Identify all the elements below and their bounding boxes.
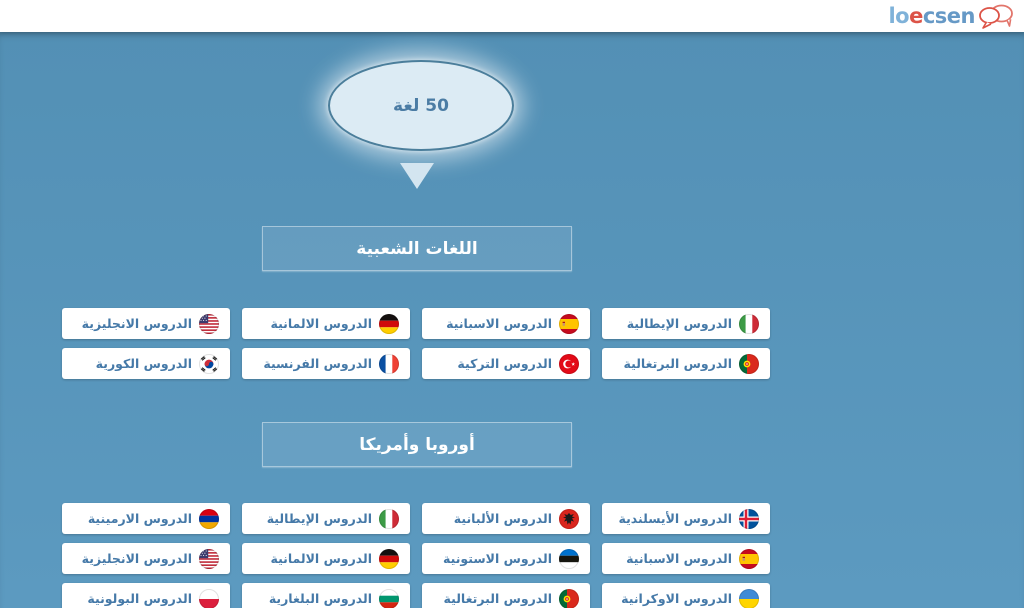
language-button-label: الدروس الاوكرانية bbox=[621, 591, 732, 606]
section-title: أوروبا وأمريكا bbox=[359, 434, 475, 455]
language-button-label: الدروس البرتغالية bbox=[623, 356, 732, 371]
language-button-label: الدروس الارمينية bbox=[87, 511, 192, 526]
flag-germany-icon bbox=[379, 548, 399, 569]
flag-usa-icon bbox=[199, 548, 219, 569]
languages-count-oval: 50 لغة bbox=[328, 60, 514, 151]
language-button-usa[interactable]: الدروس الانجليزية bbox=[62, 308, 230, 339]
language-button-italy[interactable]: الدروس الإيطالية bbox=[242, 503, 410, 534]
language-button-italy[interactable]: الدروس الإيطالية bbox=[602, 308, 770, 339]
logo-text: loecsen bbox=[888, 4, 975, 28]
language-button-label: الدروس التركية bbox=[457, 356, 552, 371]
languages-count-label: 50 لغة bbox=[393, 95, 449, 116]
flag-portugal-icon bbox=[559, 588, 579, 608]
flag-estonia-icon bbox=[559, 548, 579, 569]
flag-albania-icon bbox=[559, 508, 579, 529]
flag-italy-icon bbox=[379, 508, 399, 529]
language-button-spain[interactable]: الدروس الاسبانية bbox=[422, 308, 590, 339]
language-grid-popular: الدروس الإيطالية الدروس الاسبانية الدروس ا… bbox=[62, 308, 770, 379]
logo[interactable]: loecsen bbox=[888, 2, 1014, 30]
language-button-label: الدروس الإيطالية bbox=[626, 316, 732, 331]
language-button-albania[interactable]: الدروس الألبانية bbox=[422, 503, 590, 534]
language-button-armenia[interactable]: الدروس الارمينية bbox=[62, 503, 230, 534]
language-button-spain[interactable]: الدروس الاسبانية bbox=[602, 543, 770, 574]
language-button-bulgaria[interactable]: الدروس البلغارية bbox=[242, 583, 410, 608]
language-button-ukraine[interactable]: الدروس الاوكرانية bbox=[602, 583, 770, 608]
flag-spain-icon bbox=[739, 548, 759, 569]
language-button-label: الدروس الإيطالية bbox=[266, 511, 372, 526]
flag-ukraine-icon bbox=[739, 588, 759, 608]
language-button-france[interactable]: الدروس الفرنسية bbox=[242, 348, 410, 379]
language-button-label: الدروس الالمانية bbox=[270, 316, 372, 331]
language-button-label: الدروس الاستونية bbox=[443, 551, 552, 566]
flag-turkey-icon bbox=[559, 353, 579, 374]
language-button-label: الدروس الأيسلندية bbox=[618, 511, 732, 526]
language-button-label: الدروس البولونية bbox=[87, 591, 192, 606]
section-header-europe-america: أوروبا وأمريكا bbox=[262, 422, 572, 467]
language-button-germany[interactable]: الدروس الالمانية bbox=[242, 308, 410, 339]
language-button-iceland[interactable]: الدروس الأيسلندية bbox=[602, 503, 770, 534]
language-button-poland[interactable]: الدروس البولونية bbox=[62, 583, 230, 608]
main-canvas: 50 لغة اللغات الشعبية الدروس الإيطالية ال… bbox=[0, 32, 1024, 608]
flag-iceland-icon bbox=[739, 508, 759, 529]
section-header-popular: اللغات الشعبية bbox=[262, 226, 572, 271]
speech-bubbles-icon bbox=[979, 4, 1013, 29]
language-button-usa[interactable]: الدروس الانجليزية bbox=[62, 543, 230, 574]
flag-south-korea-icon bbox=[199, 353, 219, 374]
flag-portugal-icon bbox=[739, 353, 759, 374]
language-button-label: الدروس البرتغالية bbox=[443, 591, 552, 606]
language-button-label: الدروس الكورية bbox=[95, 356, 192, 371]
flag-poland-icon bbox=[199, 588, 219, 608]
language-grid-europe-america: الدروس الأيسلندية الدروس الألبانية الدروس … bbox=[62, 503, 770, 608]
language-button-label: الدروس الالمانية bbox=[270, 551, 372, 566]
language-button-label: الدروس الألبانية bbox=[453, 511, 552, 526]
flag-italy-icon bbox=[739, 313, 759, 334]
flag-france-icon bbox=[379, 353, 399, 374]
language-button-label: الدروس البلغارية bbox=[268, 591, 372, 606]
language-button-south-korea[interactable]: الدروس الكورية bbox=[62, 348, 230, 379]
top-bar: loecsen bbox=[0, 0, 1024, 32]
language-button-label: الدروس الاسبانية bbox=[446, 316, 552, 331]
flag-bulgaria-icon bbox=[379, 588, 399, 608]
language-button-label: الدروس الفرنسية bbox=[263, 356, 372, 371]
language-button-portugal[interactable]: الدروس البرتغالية bbox=[422, 583, 590, 608]
language-button-estonia[interactable]: الدروس الاستونية bbox=[422, 543, 590, 574]
flag-spain-icon bbox=[559, 313, 579, 334]
language-button-portugal[interactable]: الدروس البرتغالية bbox=[602, 348, 770, 379]
language-button-label: الدروس الانجليزية bbox=[81, 551, 192, 566]
language-button-germany[interactable]: الدروس الالمانية bbox=[242, 543, 410, 574]
language-button-label: الدروس الاسبانية bbox=[626, 551, 732, 566]
flag-armenia-icon bbox=[199, 508, 219, 529]
triangle-down-icon bbox=[400, 163, 434, 189]
flag-germany-icon bbox=[379, 313, 399, 334]
language-button-turkey[interactable]: الدروس التركية bbox=[422, 348, 590, 379]
section-title: اللغات الشعبية bbox=[356, 238, 478, 259]
language-button-label: الدروس الانجليزية bbox=[81, 316, 192, 331]
flag-usa-icon bbox=[199, 313, 219, 334]
